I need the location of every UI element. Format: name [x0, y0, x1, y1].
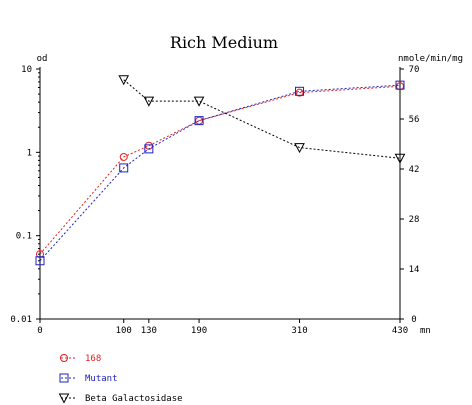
data-point-square [59, 373, 69, 383]
x-tick-label: 430 [392, 326, 408, 336]
y-axis-unit: od [37, 54, 48, 64]
data-point-circle [36, 250, 44, 259]
y2-tick-label: 70 [409, 65, 420, 75]
y-tick-label: 1 [27, 148, 32, 158]
chart-title: Rich Medium [170, 33, 278, 52]
legend: 168 Mutant Beta Galactosidase [58, 354, 183, 404]
data-point-circle [60, 354, 68, 362]
data-point-triangle [193, 96, 205, 107]
y-tick-label: 0.01 [10, 315, 32, 325]
y2-tick-label: 42 [409, 165, 420, 175]
x-tick-label: 0 [37, 326, 42, 336]
data-point-square [35, 256, 45, 266]
y-tick-label: 0.1 [16, 232, 32, 242]
x-tick-label: 190 [191, 326, 207, 336]
data-point-triangle [143, 96, 155, 107]
legend-label: 168 [85, 354, 101, 364]
legend-label: Beta Galactosidase [85, 394, 183, 404]
x-axis-unit: mn [420, 326, 431, 336]
data-point-circle [144, 141, 153, 150]
data-point-square [119, 163, 129, 173]
data-point-square [194, 116, 204, 126]
x-tick-label: 310 [291, 326, 307, 336]
data-point-triangle [294, 143, 305, 154]
axes: 0 100 130 190 310 430 mn 10 1 0.1 0.01 od 70 56 42 28 14… [10, 54, 463, 336]
x-tick-label: 100 [116, 326, 132, 336]
y2-tick-label: 56 [409, 115, 420, 125]
data-point-square [395, 80, 405, 90]
legend-label: Mutant [85, 374, 118, 384]
data-point-triangle [58, 393, 70, 404]
series-line-2 [123, 79, 401, 159]
series-line-0 [39, 85, 401, 255]
data-point-triangle [118, 75, 130, 86]
y-tick-label: 10 [21, 65, 32, 75]
data-point-circle [195, 116, 204, 125]
y2-tick-label: 0 [411, 315, 416, 325]
data-point-circle [119, 152, 128, 161]
series-line-1 [39, 84, 401, 262]
series-layer [35, 75, 406, 266]
y2-axis-unit: nmole/min/mg [398, 54, 463, 64]
data-point-triangle [394, 153, 406, 164]
y2-tick-label: 14 [409, 265, 420, 275]
x-tick-label: 130 [141, 326, 157, 336]
y2-tick-label: 28 [409, 215, 420, 225]
data-point-square [295, 86, 305, 96]
data-point-square [144, 144, 154, 154]
